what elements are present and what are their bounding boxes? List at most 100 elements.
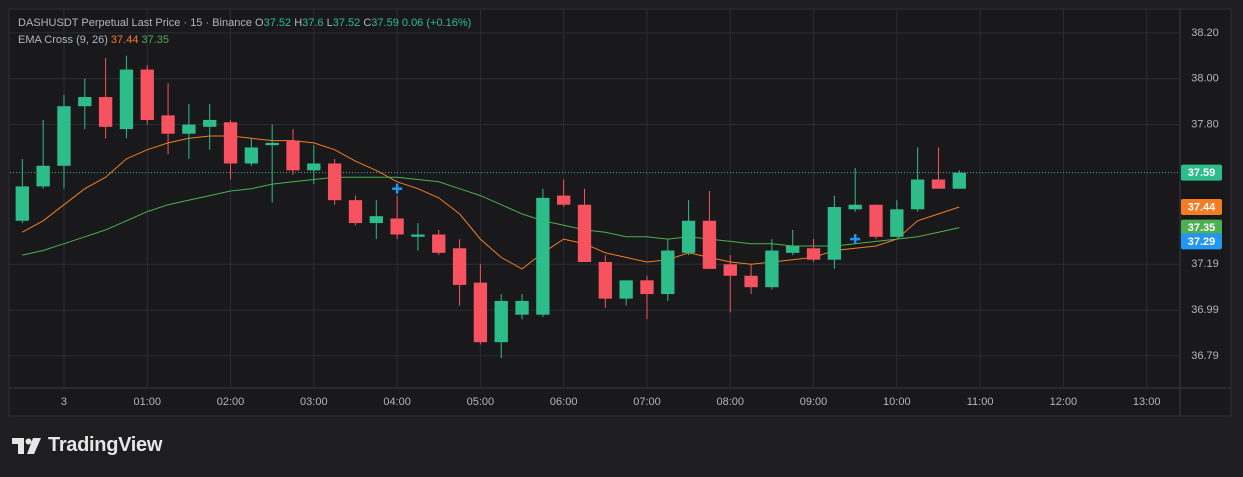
candle-body <box>161 115 175 134</box>
candle-body <box>827 207 842 260</box>
candle-body <box>661 250 675 295</box>
x-tick-label: 06:00 <box>550 396 578 408</box>
candle-body <box>848 204 862 210</box>
y-tick-label: 37.19 <box>1191 258 1219 270</box>
candle-body <box>36 165 50 187</box>
ohlc-label: C <box>363 17 372 29</box>
chart-panel <box>8 8 1232 417</box>
candle-body <box>140 69 154 120</box>
candle-body <box>723 264 737 276</box>
ohlc-value: 37.52 <box>332 17 361 29</box>
x-tick-label: 03:00 <box>300 396 328 408</box>
candle-body <box>327 163 342 201</box>
tradingview-logo <box>12 438 41 454</box>
x-tick-label: 04:00 <box>383 396 411 408</box>
candle-body <box>98 97 113 127</box>
indicator-legend: EMA Cross (9, 26) 37.44 37.35 <box>18 34 169 46</box>
cross-marker <box>392 183 403 194</box>
indicator-name: EMA Cross (9, 26) <box>18 34 108 46</box>
price-label: 37.59 <box>1188 167 1216 179</box>
candle-body <box>15 186 29 221</box>
x-tick-label: 05:00 <box>467 396 495 408</box>
candle-body <box>265 142 279 146</box>
indicator-value: 37.35 <box>141 34 170 46</box>
x-tick-label: 08:00 <box>716 396 744 408</box>
candle-body <box>244 147 259 164</box>
ohlc-value: 37.6 <box>302 17 324 29</box>
ohlc-value: 37.59 <box>371 17 399 29</box>
ohlc-values: O37.52 H37.6 L37.52 C37.59 <box>255 17 402 29</box>
y-tick-label: 36.99 <box>1191 304 1219 316</box>
indicator-value: 37.44 <box>110 34 139 46</box>
x-tick-label: 12:00 <box>1050 396 1078 408</box>
ohlc-label: O <box>255 17 264 29</box>
candle-body <box>203 119 217 127</box>
ema-line <box>22 135 960 270</box>
x-tick-label: 07:00 <box>633 396 661 408</box>
candle-body <box>411 234 425 237</box>
candle-body <box>910 179 925 210</box>
candle-body <box>348 200 363 224</box>
candle-body <box>78 97 92 107</box>
x-tick-label: 01:00 <box>133 396 161 408</box>
brand-name: TradingView <box>48 434 163 456</box>
price-label: 37.29 <box>1188 236 1216 248</box>
x-tick-label: 02:00 <box>217 396 245 408</box>
symbol-title: DASHUSDT Perpetual Last Price · 15 · Bin… <box>18 17 252 29</box>
candle-body <box>182 124 196 134</box>
ohlc-label: H <box>294 17 303 29</box>
candle-body <box>890 209 904 237</box>
candle-body <box>702 220 717 269</box>
y-tick-label: 38.00 <box>1191 73 1219 85</box>
candle-body <box>931 179 946 189</box>
price-label: 37.35 <box>1188 222 1216 234</box>
candle-body <box>806 248 821 260</box>
candle-body <box>432 234 446 253</box>
candle-body <box>952 172 966 189</box>
candle-body <box>473 282 488 343</box>
candle-body <box>369 216 383 224</box>
ema-line <box>22 176 960 256</box>
indicator-values: 37.44 37.35 <box>111 34 169 46</box>
price-label-box <box>1181 219 1222 236</box>
price-change: 0.06 (+0.16%) <box>401 17 472 29</box>
price-label-box <box>1181 164 1222 181</box>
candle-body <box>681 220 696 253</box>
x-tick-label: 11:00 <box>967 396 994 408</box>
x-tick-label: 09:00 <box>800 396 828 408</box>
x-tick-label: 13:00 <box>1133 396 1161 408</box>
y-tick-label: 36.79 <box>1191 350 1219 362</box>
candle-body <box>223 122 238 164</box>
x-tick-label: 3 <box>61 396 67 408</box>
ohlc-value: 37.52 <box>263 17 292 29</box>
candle-body <box>390 218 404 235</box>
candle-body <box>577 204 592 262</box>
candle-body <box>286 140 300 171</box>
candle-body <box>744 275 758 288</box>
price-label-box <box>1181 233 1222 250</box>
y-tick-label: 38.20 <box>1191 27 1219 39</box>
candle-body <box>494 300 508 343</box>
candle-body <box>307 163 321 171</box>
candle-body <box>619 280 633 299</box>
symbol-header: DASHUSDT Perpetual Last Price · 15 · Bin… <box>18 17 471 29</box>
candle-body <box>57 106 71 166</box>
candle-body <box>786 245 800 253</box>
candle-body <box>119 69 134 130</box>
cross-marker <box>850 234 861 245</box>
candle-body <box>515 300 529 315</box>
price-label: 37.44 <box>1188 201 1216 213</box>
candle-body <box>869 204 883 237</box>
price-label-box <box>1181 199 1222 216</box>
ohlc-label: L <box>326 17 333 29</box>
candle-body <box>598 262 612 299</box>
candle-body <box>536 197 550 315</box>
candle-body <box>640 280 654 295</box>
candle-body <box>765 250 779 288</box>
x-tick-label: 10:00 <box>883 396 911 408</box>
y-tick-label: 37.80 <box>1191 118 1219 130</box>
candle-body <box>452 248 467 285</box>
candle-body <box>557 195 571 205</box>
